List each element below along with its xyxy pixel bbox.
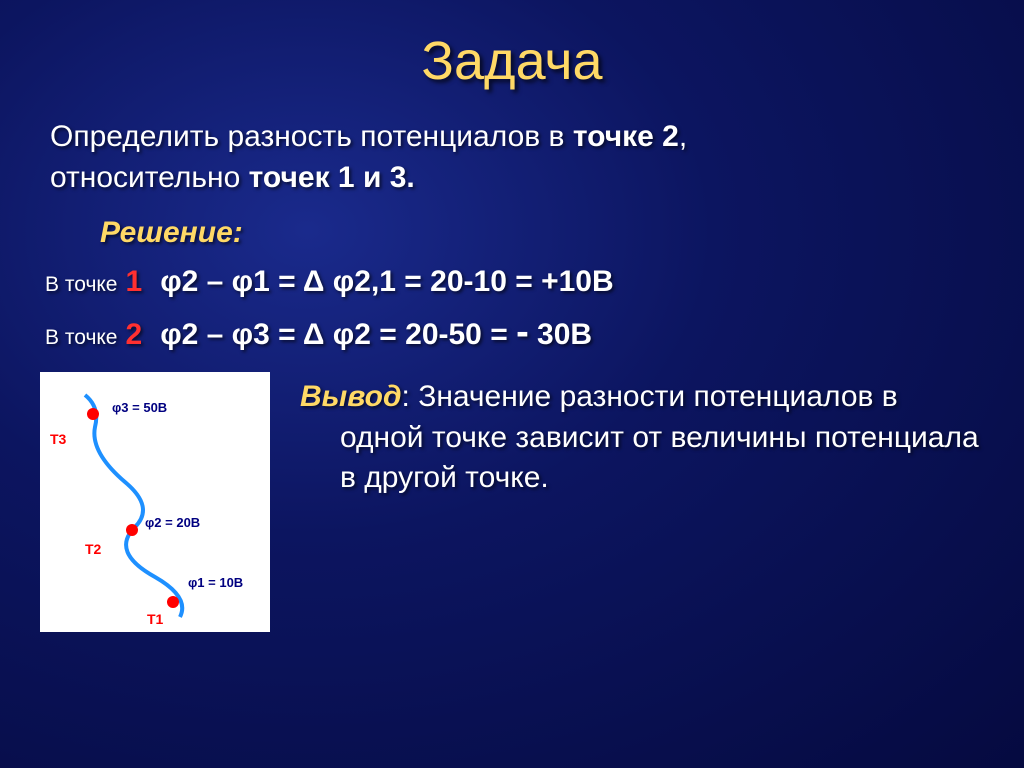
conclusion-text: : Значение разности потенциалов в одной … [340, 380, 979, 494]
eq2-body: φ2 – φ3 = Δ φ2 = 20-50 = - 30В [160, 311, 592, 354]
river-diagram: Т3 φ3 = 50В Т2 φ2 = 20В Т1 φ1 = 10В [40, 372, 270, 632]
diagram-t-label: Т1 [147, 611, 164, 627]
problem-statement: Определить разность потенциалов в точке … [40, 117, 984, 198]
diagram-phi-label: φ3 = 50В [112, 400, 167, 415]
problem-bold2: точек 1 и 3. [249, 161, 415, 194]
problem-bold1: точке 2 [573, 120, 679, 153]
lower-row: Т3 φ3 = 50В Т2 φ2 = 20В Т1 φ1 = 10В Вывод: Зн… [40, 372, 984, 632]
eq1-body: φ2 – φ1 = Δ φ2,1 = 20-10 = +10В [160, 265, 613, 299]
diagram-t-label: Т3 [50, 431, 67, 447]
conclusion-lead: Вывод [300, 380, 402, 413]
diagram-svg: Т3 φ3 = 50В Т2 φ2 = 20В Т1 φ1 = 10В [40, 372, 270, 632]
solution-label: Решение: [100, 216, 984, 250]
equation-row-2: В точке 2 φ2 – φ3 = Δ φ2 = 20-50 = - 30В [40, 311, 984, 354]
slide-title: Задача [40, 30, 984, 92]
conclusion: Вывод: Значение разности потенциалов в о… [300, 372, 984, 632]
equation-row-1: В точке 1 φ2 – φ1 = Δ φ2,1 = 20-10 = +10… [40, 265, 984, 299]
eq2-label: В точке [45, 326, 118, 350]
diagram-t-label: Т2 [85, 541, 102, 557]
eq1-num: 1 [126, 265, 143, 299]
river-path [85, 395, 182, 617]
problem-pre2: относительно [50, 161, 249, 194]
eq2-num: 2 [126, 318, 143, 352]
problem-post1: , [679, 120, 687, 153]
diagram-point [87, 408, 99, 420]
diagram-phi-label: φ1 = 10В [188, 575, 243, 590]
diagram-phi-label: φ2 = 20В [145, 515, 200, 530]
eq1-label: В точке [45, 273, 118, 297]
diagram-point [126, 524, 138, 536]
diagram-point [167, 596, 179, 608]
problem-pre1: Определить разность потенциалов в [50, 120, 573, 153]
